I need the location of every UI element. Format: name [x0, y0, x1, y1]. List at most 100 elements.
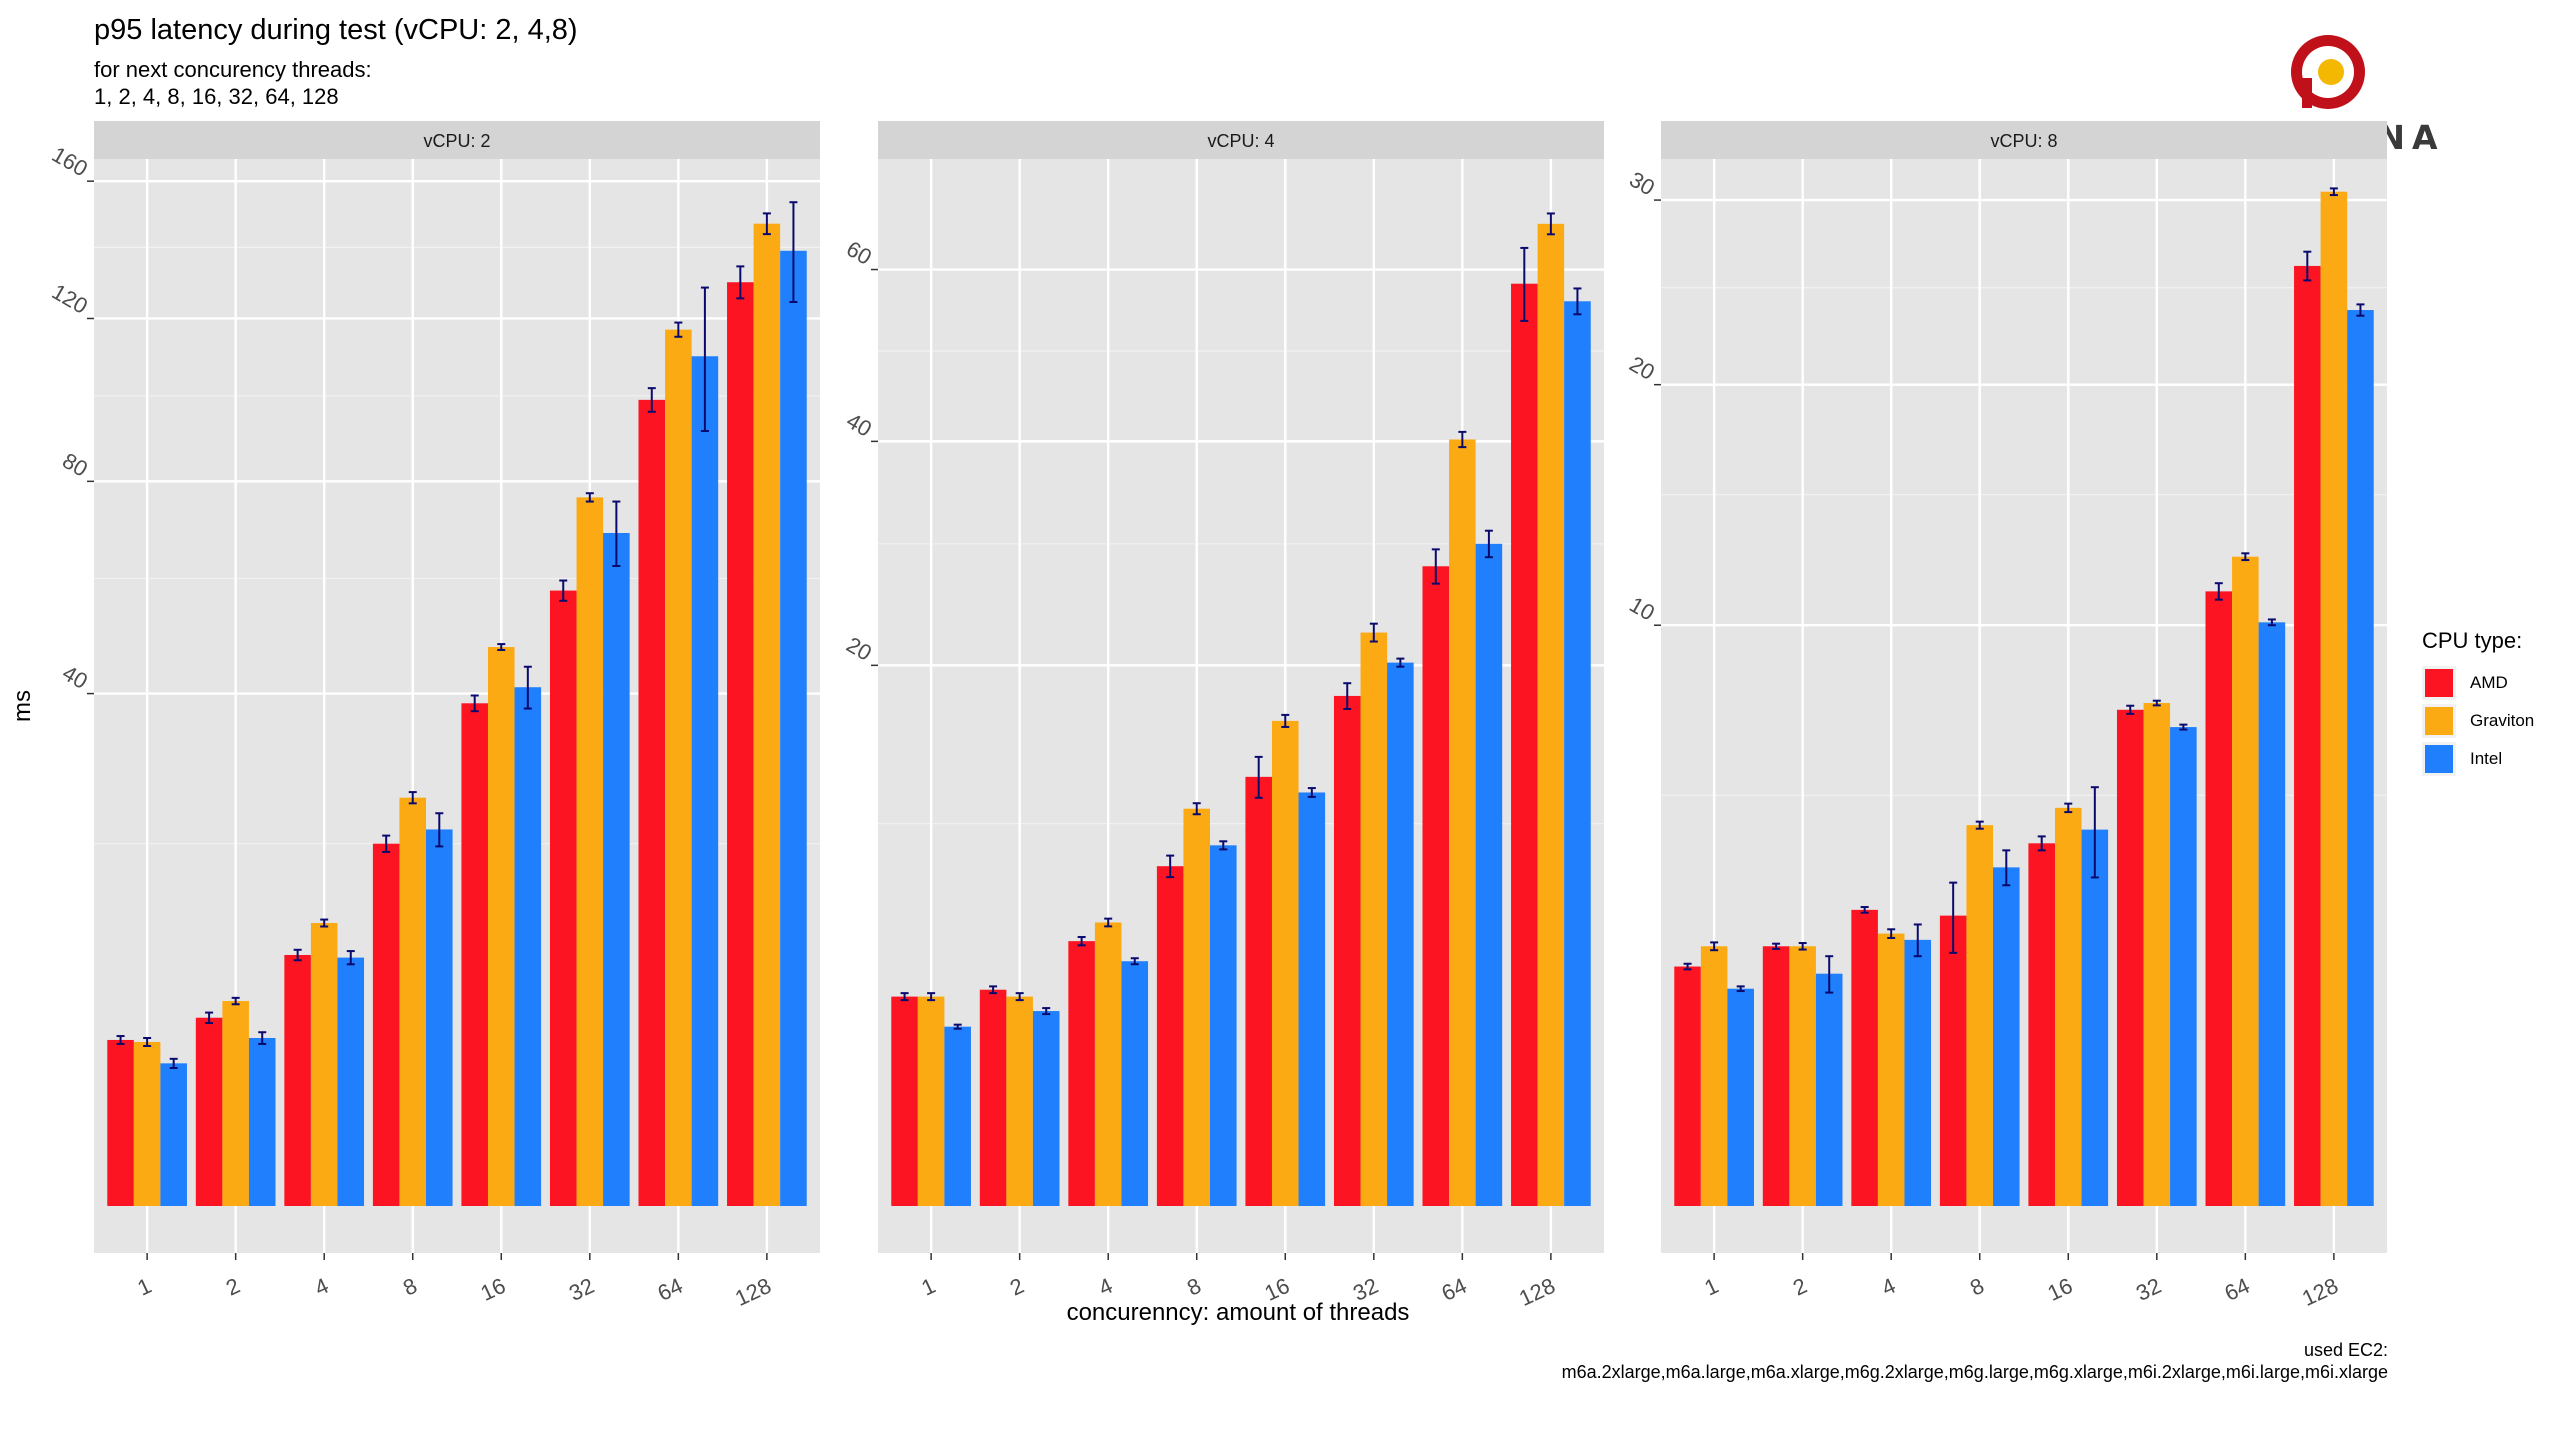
x-tick-label: 4	[311, 1273, 333, 1301]
y-tick-label: 60	[842, 236, 876, 270]
facet-strip-label: vCPU: 2	[423, 131, 490, 151]
chart-subtitle: for next concurency threads: 1, 2, 4, 8,…	[94, 56, 372, 110]
bar-graviton	[665, 329, 692, 1207]
x-tick-label: 2	[222, 1273, 244, 1301]
legend-item-amd: AMD	[2422, 664, 2534, 702]
legend-label: Intel	[2470, 749, 2503, 768]
bar-amd	[1939, 915, 1967, 1206]
bar-graviton	[1966, 825, 1994, 1206]
bar-intel	[337, 957, 365, 1206]
x-tick-label: 4	[1878, 1273, 1900, 1301]
bar-amd	[1762, 946, 1790, 1206]
subtitle-line: 1, 2, 4, 8, 16, 32, 64, 128	[94, 84, 339, 109]
x-tick-label: 64	[2221, 1273, 2254, 1306]
caption-line: m6a.2xlarge,m6a.large,m6a.xlarge,m6g.2xl…	[1561, 1362, 2388, 1382]
x-tick-label: 1	[134, 1273, 156, 1301]
bar-amd	[1156, 866, 1184, 1206]
bar-graviton	[2320, 191, 2348, 1206]
x-tick-label: 8	[1966, 1273, 1988, 1301]
caption-line: used EC2:	[2303, 1340, 2388, 1360]
bar-graviton	[1006, 996, 1033, 1206]
bar-intel	[2170, 727, 2197, 1206]
x-tick-label: 1	[1701, 1273, 1723, 1301]
bar-graviton	[399, 797, 427, 1206]
bar-amd	[1333, 695, 1361, 1206]
legend-swatch-amd	[2425, 669, 2453, 697]
x-tick-label: 16	[477, 1273, 510, 1306]
percona-logo-icon	[2291, 35, 2365, 109]
legend-item-graviton: Graviton	[2422, 702, 2534, 740]
subtitle-line: for next concurency threads:	[94, 57, 372, 82]
bar-amd	[638, 399, 666, 1206]
bar-amd	[1851, 909, 1878, 1206]
bar-graviton	[2143, 703, 2171, 1206]
facet-strip-label: vCPU: 8	[1990, 131, 2057, 151]
bar-intel	[1815, 973, 1843, 1206]
y-tick-label: 160	[48, 141, 92, 181]
bar-intel	[1475, 543, 1503, 1206]
bar-intel	[691, 356, 719, 1207]
y-tick-label: 30	[1625, 167, 1659, 201]
bar-graviton	[2054, 807, 2082, 1206]
bar-amd	[1674, 966, 1701, 1206]
x-tick-label: 1	[918, 1273, 940, 1301]
x-tick-label: 32	[565, 1273, 598, 1306]
x-tick-label: 4	[1095, 1273, 1117, 1301]
x-tick-label: 128	[1515, 1273, 1559, 1311]
bar-amd	[2294, 265, 2321, 1207]
legend-item-intel: Intel	[2422, 740, 2534, 778]
bar-amd	[1245, 776, 1272, 1206]
facet-strip-label: vCPU: 4	[1207, 131, 1274, 151]
y-tick-label: 20	[842, 632, 876, 666]
bar-graviton	[1360, 632, 1388, 1206]
y-tick-label: 40	[842, 408, 876, 442]
legend-title: CPU type:	[2422, 628, 2523, 653]
bar-amd	[549, 590, 577, 1206]
bar-intel	[2258, 622, 2286, 1206]
bar-graviton	[1537, 223, 1565, 1207]
bar-amd	[2116, 709, 2144, 1206]
bar-amd	[107, 1039, 134, 1206]
bar-intel	[1298, 792, 1326, 1206]
facet-strip	[878, 121, 1604, 159]
bar-amd	[284, 954, 311, 1206]
bar-amd	[979, 989, 1007, 1206]
bar-graviton	[1183, 808, 1211, 1206]
bar-intel	[603, 533, 630, 1206]
bar-graviton	[487, 647, 515, 1206]
x-tick-label: 16	[2044, 1273, 2077, 1306]
bar-graviton	[753, 223, 781, 1206]
bar-amd	[372, 843, 400, 1206]
bar-graviton	[1449, 439, 1476, 1206]
bar-graviton	[1877, 933, 1905, 1206]
bar-intel	[1121, 961, 1149, 1206]
x-axis-title: concurenncу: amount of threads	[1067, 1299, 1410, 1326]
bar-graviton	[1271, 720, 1299, 1206]
bar-intel	[1564, 301, 1591, 1207]
x-tick-label: 2	[1789, 1273, 1811, 1301]
bar-intel	[514, 687, 542, 1206]
y-tick-label: 20	[1625, 351, 1659, 385]
bar-graviton	[1094, 922, 1122, 1206]
bar-graviton	[2232, 556, 2259, 1206]
legend-label: Graviton	[2470, 711, 2535, 730]
legend-swatch-graviton	[2425, 707, 2453, 735]
bar-intel	[1727, 988, 1754, 1206]
legend-swatch-intel	[2425, 745, 2453, 773]
bar-graviton	[1789, 946, 1816, 1206]
bar-intel	[944, 1026, 971, 1206]
bar-amd	[1422, 566, 1450, 1206]
x-tick-label: 128	[2298, 1273, 2342, 1311]
bar-amd	[2028, 843, 2055, 1206]
bar-amd	[727, 282, 754, 1207]
legend-label: AMD	[2470, 673, 2508, 692]
x-tick-label: 2	[1006, 1273, 1028, 1301]
x-tick-label: 64	[654, 1273, 687, 1306]
y-tick-label: 80	[58, 448, 92, 482]
bar-intel	[248, 1037, 276, 1206]
bar-amd	[891, 996, 918, 1206]
bar-intel	[2347, 310, 2374, 1206]
bar-intel	[780, 250, 807, 1206]
